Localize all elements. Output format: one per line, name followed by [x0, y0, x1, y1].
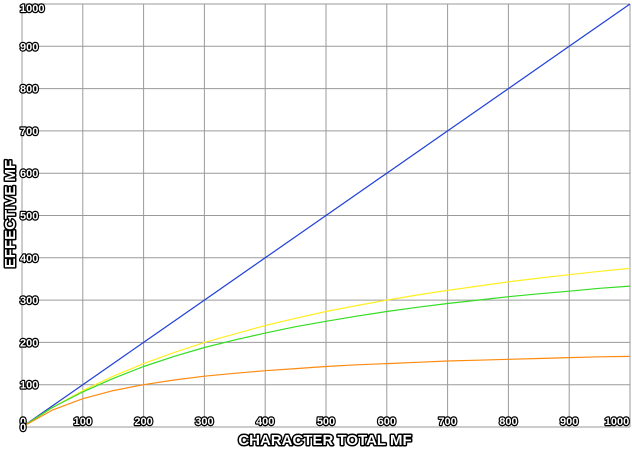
series-line-3	[21, 285, 631, 428]
y-tick-label-400: 400	[20, 253, 38, 265]
series-line-1	[21, 3, 631, 428]
y-tick-label-1000: 1000	[20, 3, 44, 15]
x-tick-label-800: 800	[499, 416, 517, 428]
x-tick-label-500: 500	[317, 416, 335, 428]
x-axis-title: CHARACTER TOTAL MF	[238, 432, 411, 449]
x-tick-label-100: 100	[74, 416, 92, 428]
x-tick-label-400: 400	[256, 416, 274, 428]
y-tick-label-500: 500	[20, 211, 38, 223]
x-tick-label-300: 300	[195, 416, 213, 428]
series-line-2	[21, 267, 631, 428]
x-tick-label-600: 600	[378, 416, 396, 428]
x-axis-ticks: 0 100 200 300 400 500 600 700 800 900 1000	[19, 415, 631, 429]
y-tick-label-300: 300	[20, 295, 38, 307]
x-tick-label-200: 200	[134, 416, 152, 428]
x-tick-label-900: 900	[560, 416, 578, 428]
series-lines	[21, 3, 631, 428]
x-tick-label-1000: 1000	[605, 416, 629, 428]
y-tick-label-900: 900	[20, 41, 38, 53]
x-tick-label-0: 0	[20, 416, 26, 428]
series-line-4	[21, 355, 631, 428]
y-tick-label-0: 0	[20, 422, 26, 434]
y-axis-title: EFFECTIVE MF	[2, 160, 19, 268]
y-tick-label-100: 100	[20, 380, 38, 392]
y-tick-label-800: 800	[20, 84, 38, 96]
y-tick-label-200: 200	[20, 337, 38, 349]
grid	[21, 3, 631, 428]
y-tick-label-600: 600	[20, 168, 38, 180]
y-tick-label-700: 700	[20, 126, 38, 138]
x-tick-label-700: 700	[438, 416, 456, 428]
y-axis-ticks: 0 100 200 300 400 500 600 700 800 900 1000	[19, 2, 46, 435]
